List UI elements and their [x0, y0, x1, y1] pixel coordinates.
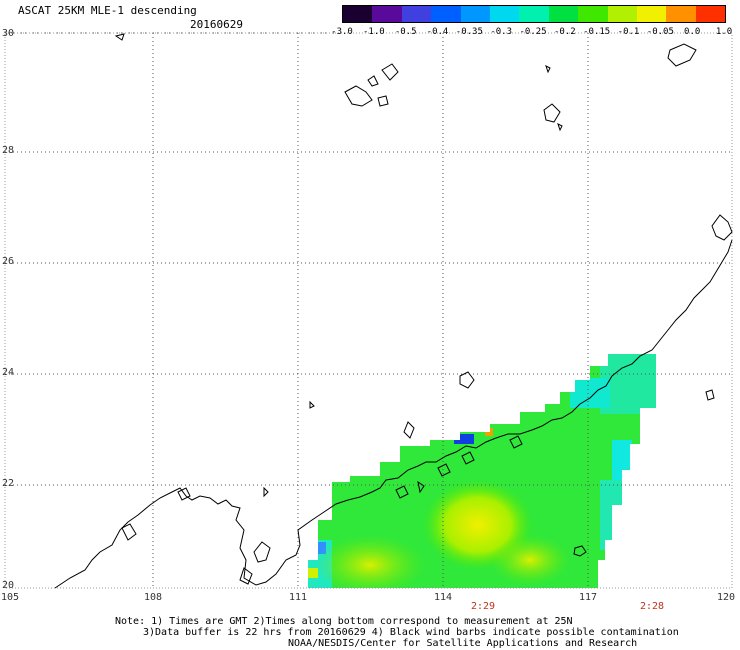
- colorbar-swatch: [666, 6, 696, 22]
- lon-tick-117: 117: [578, 592, 598, 603]
- colorbar-swatch: [401, 6, 432, 22]
- lat-tick-30: 30: [2, 28, 15, 39]
- colorbar-label: -1.0: [362, 27, 385, 37]
- plot-frame: [4, 32, 733, 589]
- colorbar-label: 0.0: [684, 27, 701, 37]
- note-line-3: NOAA/NESDIS/Center for Satellite Applica…: [288, 638, 638, 649]
- colorbar-label: -0.4: [426, 27, 449, 37]
- colorbar-swatch: [372, 6, 402, 22]
- colorbar-swatch: [607, 6, 637, 22]
- note-line-1: Note: 1) Times are GMT 2)Times along bot…: [115, 616, 573, 627]
- colorbar-label: -0.15: [583, 27, 611, 37]
- colorbar-swatch: [460, 6, 490, 22]
- colorbar-swatch: [343, 6, 373, 22]
- pass-time-2: 2:28: [639, 601, 665, 612]
- lon-tick-120: 120: [716, 592, 736, 603]
- colorbar-swatch: [431, 6, 461, 22]
- colorbar-label: -0.3: [490, 27, 512, 37]
- lon-tick-105: 105: [0, 592, 20, 603]
- coastline: [54, 33, 733, 589]
- colorbar: [342, 5, 726, 23]
- colorbar-swatch: [578, 6, 608, 22]
- wind-swath: [308, 354, 656, 588]
- colorbar-swatch: [636, 6, 667, 22]
- colorbar-swatch: [548, 6, 579, 22]
- pass-time-1: 2:29: [470, 601, 496, 612]
- colorbar-label: 1.0: [715, 27, 733, 37]
- lat-tick-24: 24: [2, 367, 15, 378]
- colorbar-label: -0.35: [455, 27, 483, 37]
- map-date: 20160629: [190, 18, 243, 31]
- lat-tick-28: 28: [2, 145, 15, 156]
- lat-tick-20: 20: [2, 580, 15, 591]
- colorbar-label: -0.5: [394, 27, 417, 37]
- note-line-2: 3)Data buffer is 22 hrs from 20160629 4)…: [143, 627, 679, 638]
- colorbar-label: -0.25: [519, 27, 547, 37]
- map-title: ASCAT 25KM MLE-1 descending: [18, 4, 197, 17]
- colorbar-label: -0.2: [553, 27, 576, 37]
- lon-tick-108: 108: [143, 592, 163, 603]
- colorbar-swatch: [695, 6, 726, 22]
- lon-tick-111: 111: [288, 592, 308, 603]
- lon-tick-114: 114: [433, 592, 453, 603]
- colorbar-label: -0.05: [646, 27, 674, 37]
- lat-tick-22: 22: [2, 478, 15, 489]
- colorbar-label: -3.0: [331, 27, 353, 37]
- colorbar-label: -0.1: [617, 27, 640, 37]
- lat-lon-grid: [5, 32, 732, 588]
- colorbar-swatch: [489, 6, 520, 22]
- lat-tick-26: 26: [2, 256, 15, 267]
- colorbar-swatch: [519, 6, 549, 22]
